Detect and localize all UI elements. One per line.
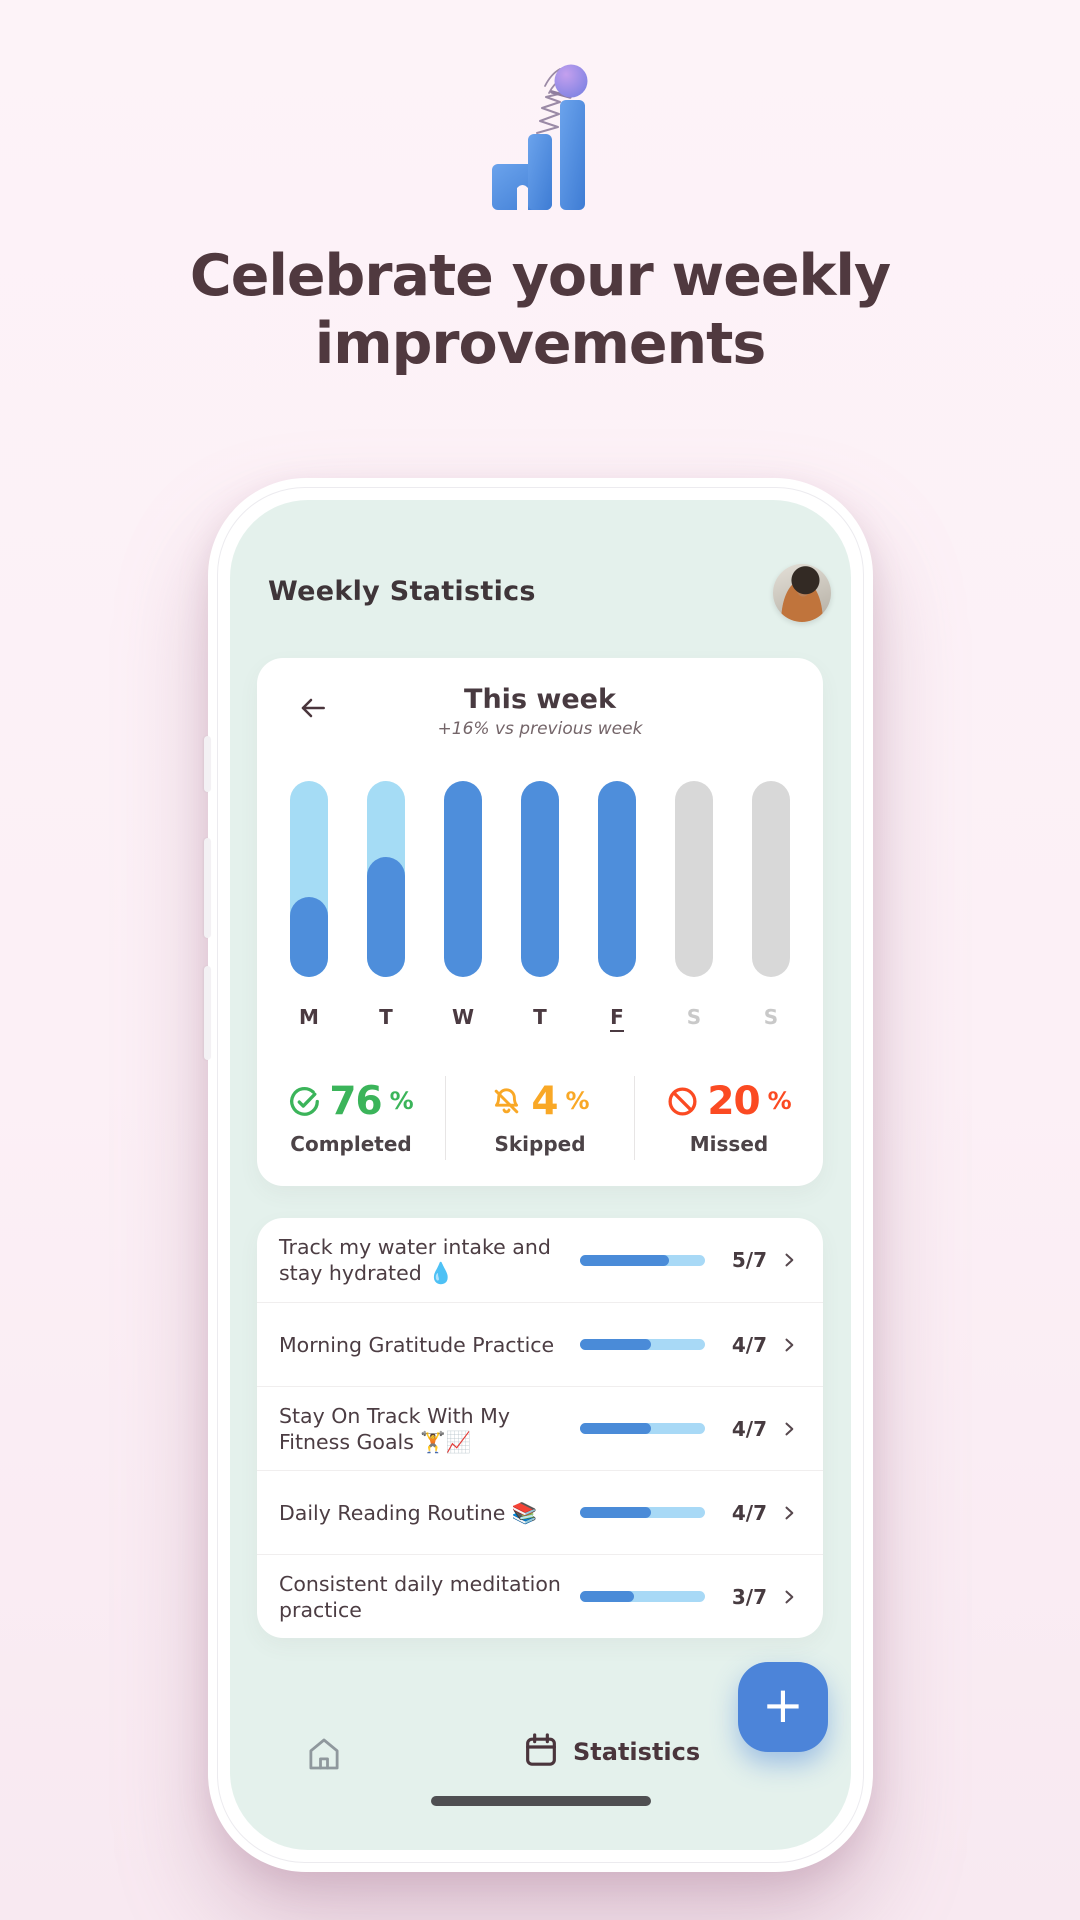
headline-line-2: improvements [314,311,767,377]
plus-icon: + [762,1676,804,1734]
phone-side-button [204,736,211,792]
stat-completed-label: Completed [290,1132,412,1156]
habit-name: Morning Gratitude Practice [279,1332,555,1357]
chart-day-column: T [367,781,405,1032]
bell-slash-icon [490,1085,523,1118]
day-label: W [451,1005,475,1029]
chart-day-column: W [444,781,482,1032]
chart-day-column: S [752,781,790,1032]
habit-name: Stay On Track With My Fitness Goals 🏋️📈 [279,1403,510,1454]
chevron-right-icon [779,1249,799,1271]
screen-title: Weekly Statistics [268,576,536,607]
app-screen: Weekly Statistics This week +16% vs prev… [230,500,851,1850]
bar-chart: M T W T F S [257,781,823,1032]
stat-missed-label: Missed [689,1132,769,1156]
stat-completed: 76% Completed [257,1076,445,1160]
page-title: Celebrate your weekly improvements [0,242,1080,378]
back-button[interactable] [291,688,335,732]
stat-missed-unit: % [767,1087,792,1115]
habit-name: Daily Reading Routine 📚 [279,1500,538,1525]
day-label: S [686,1005,702,1029]
prohibited-icon [666,1085,699,1118]
nav-statistics-label: Statistics [573,1738,701,1766]
back-arrow-icon [297,692,329,728]
nav-statistics-tab[interactable]: Statistics [521,1730,700,1774]
chevron-right-icon [779,1586,799,1608]
bar-track [752,781,790,977]
bar-fill [367,857,405,977]
habit-progress-fill [580,1507,652,1518]
habit-list: Track my water intake and stay hydrated … [257,1218,823,1638]
chart-day-column: F [598,781,636,1032]
habit-progress [580,1591,705,1602]
phone-side-button [204,966,211,1060]
habit-name: Track my water intake and stay hydrated … [279,1235,551,1285]
day-label: F [610,1005,624,1032]
bar-track [598,781,636,977]
habit-progress [580,1339,705,1350]
habit-row[interactable]: Consistent daily meditation practice 3/7 [257,1554,823,1638]
stat-skipped: 4% Skipped [445,1076,635,1160]
day-label: M [299,1005,319,1029]
calendar-icon [521,1730,561,1774]
chevron-right-icon [779,1418,799,1440]
home-indicator[interactable] [430,1796,651,1806]
bar-track [675,781,713,977]
habit-row[interactable]: Morning Gratitude Practice 4/7 [257,1302,823,1386]
week-card: This week +16% vs previous week M T W T [257,658,823,1186]
bar-track [521,781,559,977]
stats-row: 76% Completed 4% [257,1076,823,1160]
stat-completed-value: 76 [329,1078,382,1124]
chevron-right-icon [779,1502,799,1524]
habit-count: 3/7 [731,1584,767,1609]
habit-progress-fill [580,1591,634,1602]
nav-home-button[interactable] [303,1732,345,1776]
stat-missed-value: 20 [707,1078,760,1124]
avatar[interactable] [773,564,831,622]
chart-day-column: T [521,781,559,1032]
day-label: S [763,1005,779,1029]
add-habit-fab[interactable]: + [738,1662,828,1752]
home-icon [303,1738,345,1780]
stat-missed: 20% Missed [635,1076,823,1160]
habit-count: 5/7 [731,1248,767,1272]
phone-side-button [204,838,211,938]
chart-day-column: S [675,781,713,1032]
habit-row[interactable]: Daily Reading Routine 📚 4/7 [257,1470,823,1554]
stat-completed-unit: % [389,1087,414,1115]
bar-track [444,781,482,977]
day-label: T [379,1005,393,1029]
stat-skipped-label: Skipped [494,1132,586,1156]
habit-count: 4/7 [731,1332,767,1357]
habit-count: 4/7 [731,1416,767,1441]
day-label: T [533,1005,547,1029]
habit-count: 4/7 [731,1500,767,1525]
check-circle-icon [288,1085,321,1118]
habit-progress-fill [580,1339,652,1350]
habit-progress-fill [580,1254,670,1266]
chart-day-column: M [290,781,328,1032]
phone-mockup: Weekly Statistics This week +16% vs prev… [204,478,873,1872]
week-card-subtitle: +16% vs previous week [437,719,643,739]
stat-skipped-unit: % [565,1087,590,1115]
habit-progress [580,1507,705,1518]
habit-row[interactable]: Track my water intake and stay hydrated … [257,1218,823,1302]
app-logo-icon [490,52,590,216]
bar-fill [290,896,328,977]
habit-progress [580,1254,705,1266]
habit-progress [580,1423,705,1434]
headline-line-1: Celebrate your weekly [189,243,891,309]
week-card-title: This week [464,684,616,715]
habit-row[interactable]: Stay On Track With My Fitness Goals 🏋️📈 … [257,1386,823,1470]
habit-name: Consistent daily meditation practice [279,1571,561,1622]
stat-skipped-value: 4 [531,1078,558,1124]
habit-progress-fill [580,1423,652,1434]
chevron-right-icon [779,1334,799,1356]
